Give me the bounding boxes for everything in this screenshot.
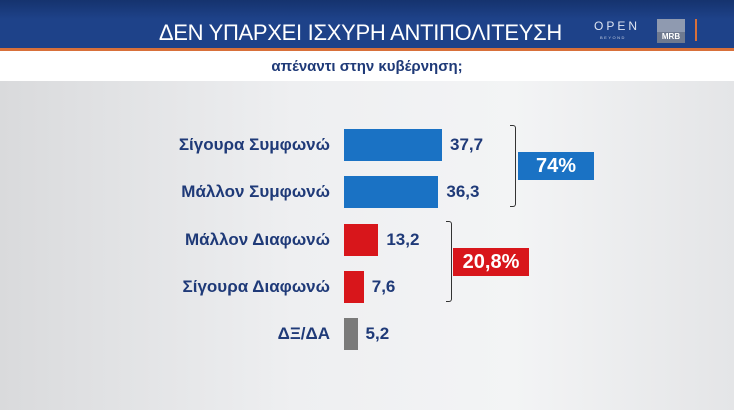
category-label: ΔΞ/ΔΑ (277, 324, 330, 343)
group-brace (510, 125, 516, 207)
page-title: ΔΕΝ ΥΠΑΡΧΕΙ ΙΣΧΥΡΗ ΑΝΤΙΠΟΛΙΤΕΥΣΗ (158, 20, 562, 45)
group-total-badge: 74% (518, 152, 594, 180)
category-label: Μάλλον Συμφωνώ (181, 182, 330, 201)
group-brace (446, 221, 452, 302)
value-label: 5,2 (365, 324, 390, 343)
bar (344, 129, 443, 161)
logo-divider (695, 19, 697, 41)
category-label: Μάλλον Διαφωνώ (185, 230, 330, 249)
bar (344, 318, 358, 350)
bar (344, 271, 364, 303)
header-accent-line (0, 48, 734, 51)
group-total-badge: 20,8% (453, 247, 529, 276)
open-beyond-logo: BEYOND (600, 35, 626, 40)
header-bar (0, 0, 734, 48)
bar (344, 224, 379, 256)
value-label: 36,3 (446, 182, 480, 201)
value-label: 37,7 (450, 135, 484, 154)
chart-subtitle: απέναντι στην κυβέρνηση; (271, 58, 463, 75)
value-label: 7,6 (371, 277, 396, 296)
value-label: 13,2 (386, 230, 420, 249)
bar (344, 176, 439, 208)
open-logo: OPEN (594, 19, 641, 33)
subtitle-bar: απέναντι στην κυβέρνηση; (0, 51, 734, 81)
category-label: Σίγουρα Συμφωνώ (178, 135, 330, 154)
category-label: Σίγουρα Διαφωνώ (182, 277, 330, 296)
mrb-logo: MRB (657, 19, 685, 43)
